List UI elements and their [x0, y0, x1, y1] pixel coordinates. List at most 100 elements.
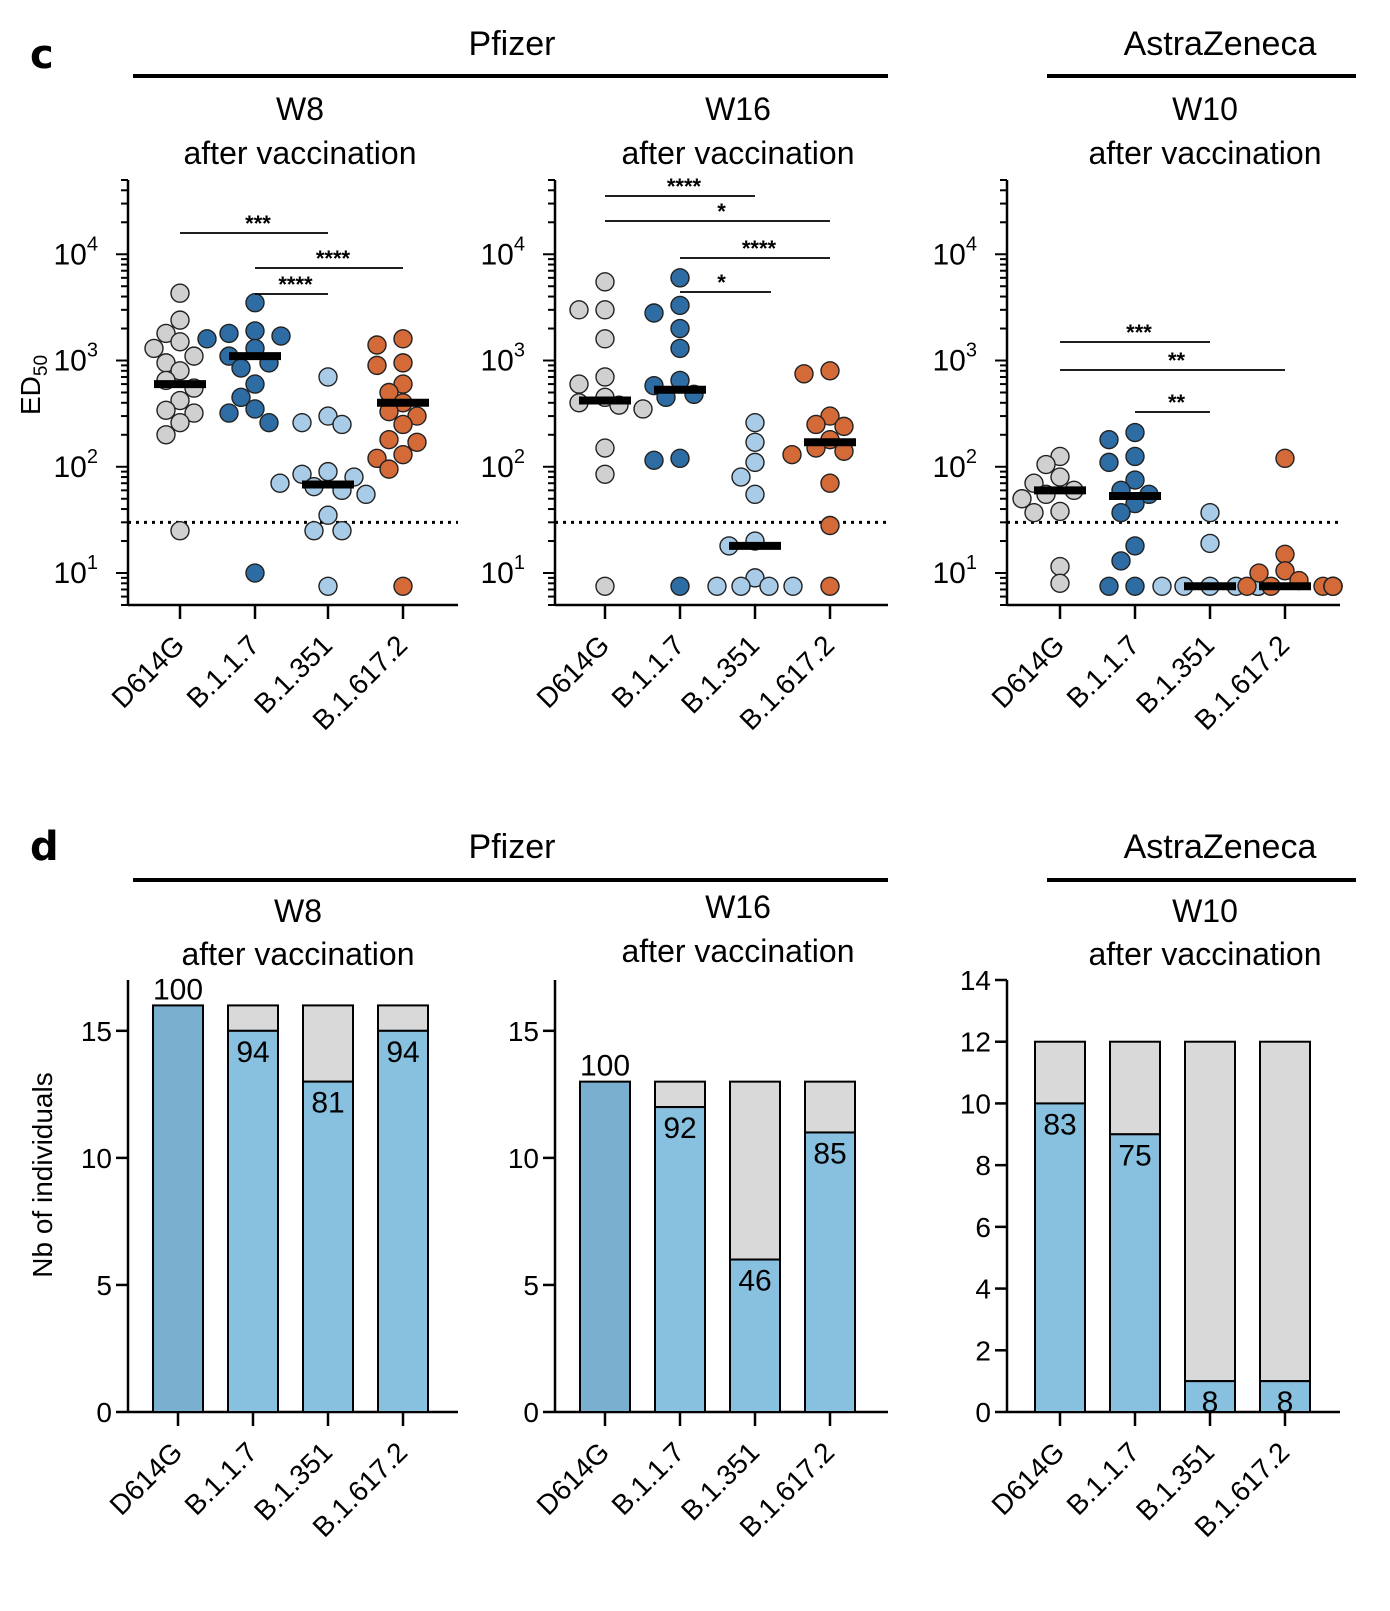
d-w10-ytick-label-7: 14	[960, 965, 991, 996]
c-w8-point-B.1.1.7	[245, 293, 265, 313]
c-w16-point-B.1.351	[731, 576, 751, 596]
ytick-base: 10	[933, 557, 966, 590]
c-w16-point-B.1.351	[745, 432, 765, 452]
c-w16-point-B.1.351	[759, 576, 779, 596]
c-w8-point-B.1.617.2	[393, 444, 413, 465]
c-w8-point-B.1.617.2	[393, 414, 413, 435]
title-d-w10-line1: W10	[1172, 893, 1238, 929]
c-w10-point-B.1.1.7	[1099, 576, 1119, 596]
title-d-w8-line1: W8	[274, 893, 322, 929]
d-w8-bar-rest-B.1.1.7	[227, 1004, 279, 1032]
ytick-exponent: 1	[514, 552, 525, 574]
c-w10-point-B.1.617.2	[1275, 544, 1295, 565]
d-w8-bar-label-B.1.1.7: 94	[236, 1036, 269, 1069]
ytick-base: 10	[481, 451, 514, 484]
c-w8-point-B.1.617.2	[393, 329, 413, 349]
c-w8-point-B.1.617.2	[407, 432, 427, 452]
c-w16-point-B.1.351	[783, 576, 803, 596]
c-w16-point-D614G	[595, 438, 615, 458]
c-w16-point-B.1.617.2	[834, 416, 854, 437]
d-w16-ytick-label-2: 10	[508, 1143, 539, 1174]
c-w16-sig-label-1: *	[717, 199, 726, 224]
d-w16-bar-rest-B.1.617.2	[804, 1080, 856, 1134]
d-w16-bar-D614G	[579, 1080, 631, 1414]
c-w10-point-D614G	[1012, 489, 1032, 509]
ytick-base: 10	[54, 557, 87, 590]
c-w16-point-B.1.1.7	[670, 295, 690, 316]
d-w8-ytick-label-0: 0	[96, 1397, 112, 1428]
ytick-base: 10	[54, 238, 87, 271]
d-w8-bar-label-B.1.617.2: 94	[386, 1036, 419, 1069]
c-w8-point-B.1.351	[318, 505, 338, 525]
c-w10-point-D614G	[1050, 556, 1070, 577]
ytick-base: 10	[54, 345, 87, 378]
c-w10-point-B.1.617.2	[1237, 576, 1257, 596]
d-w8-ytick-label-1: 5	[96, 1270, 112, 1301]
c-w10-ytick-label-2: 103	[933, 340, 978, 378]
c-w10-sig-label-1: **	[1168, 348, 1186, 373]
c-w8-point-D614G	[170, 521, 190, 541]
d-w8-xtick-label-0: D614G	[104, 1436, 189, 1521]
c-w16-point-B.1.1.7	[644, 303, 664, 323]
ytick-exponent: 3	[514, 340, 525, 362]
title-d-w16-line1: W16	[705, 889, 771, 925]
c-w10-point-B.1.1.7	[1125, 422, 1145, 443]
d-w16-bar-label-B.1.617.2: 85	[813, 1137, 846, 1170]
d-w10-ytick-label-2: 4	[975, 1274, 991, 1305]
c-w8-point-B.1.1.7	[245, 321, 265, 341]
d-w16-bar-rest-B.1.1.7	[654, 1080, 706, 1109]
c-w16-point-D614G	[595, 329, 615, 349]
c-w8-point-D614G	[184, 346, 204, 366]
c-w16-point-D614G	[569, 374, 589, 394]
title-d-w16-line2: after vaccination	[621, 933, 854, 969]
d-w16-bar-rest-B.1.351	[729, 1080, 781, 1261]
d-w8-bar-B.1.1.7	[227, 1029, 279, 1413]
c-w16-point-B.1.1.7	[670, 448, 690, 469]
d-w16-ytick-label-1: 5	[523, 1270, 539, 1301]
c-w16-point-B.1.617.2	[820, 406, 840, 426]
c-w8-sig-label-2: ****	[278, 272, 313, 297]
c-w10-ytick-label-0: 101	[933, 552, 978, 590]
d-w8-bar-B.1.351	[302, 1080, 354, 1414]
ytick-base: 10	[933, 345, 966, 378]
d-w10-bar-label-B.1.617.2: 8	[1277, 1386, 1294, 1419]
c-w10-xtick-label-0: D614G	[986, 629, 1071, 714]
c-w8-point-B.1.1.7	[245, 399, 265, 419]
c-w8-point-B.1.351	[318, 367, 338, 387]
c-w8-ytick-label-0: 101	[54, 552, 99, 590]
title-d-w8-line2: after vaccination	[181, 936, 414, 972]
c-w16-ytick-label-2: 103	[481, 340, 526, 378]
d-w10-ytick-label-1: 2	[975, 1335, 991, 1366]
c-w16-point-D614G	[595, 300, 615, 320]
c-w16-point-B.1.351	[745, 452, 765, 473]
d-w8-bar-label-D614G: 100	[153, 973, 203, 1006]
d-w16-bar-label-D614G: 100	[580, 1050, 630, 1083]
d-w10-bar-rest-D614G	[1034, 1040, 1086, 1105]
ytick-exponent: 2	[514, 446, 525, 468]
c-w10-point-B.1.617.2	[1275, 561, 1295, 581]
c-w8-point-D614G	[156, 400, 176, 420]
c-w8-point-B.1.1.7	[197, 329, 217, 349]
c-w16-point-D614G	[595, 576, 615, 596]
bar-plot-w16: 0 5 10 15 100 92 46 85	[508, 980, 888, 1428]
c-w16-point-B.1.617.2	[820, 361, 840, 381]
c-w10-sig-label-0: ***	[1126, 320, 1152, 345]
c-w8-ytick-label-1: 102	[54, 446, 99, 484]
c-w8-point-B.1.351	[356, 484, 376, 505]
d-w10-bar-D614G	[1034, 1102, 1086, 1414]
c-w8-point-B.1.617.2	[393, 374, 413, 394]
c-w10-point-B.1.351	[1200, 502, 1220, 523]
d-w10-bar-label-D614G: 83	[1043, 1108, 1076, 1141]
d-w10-bar-B.1.1.7	[1109, 1133, 1161, 1414]
c-w8-point-D614G	[184, 403, 204, 423]
c-w10-point-B.1.1.7	[1099, 452, 1119, 473]
d-w8-ytick-label-2: 10	[81, 1143, 112, 1174]
c-w16-point-B.1.1.7	[670, 268, 690, 288]
c-w10-point-B.1.351	[1200, 533, 1220, 554]
group-label-pfizer-d: Pfizer	[469, 828, 556, 866]
c-w8-point-B.1.1.7	[245, 563, 265, 583]
d-w16-bar-label-B.1.351: 46	[738, 1265, 771, 1298]
ytick-exponent: 4	[87, 233, 98, 255]
c-w16-point-B.1.351	[745, 568, 765, 588]
c-w8-point-B.1.351	[332, 521, 352, 541]
